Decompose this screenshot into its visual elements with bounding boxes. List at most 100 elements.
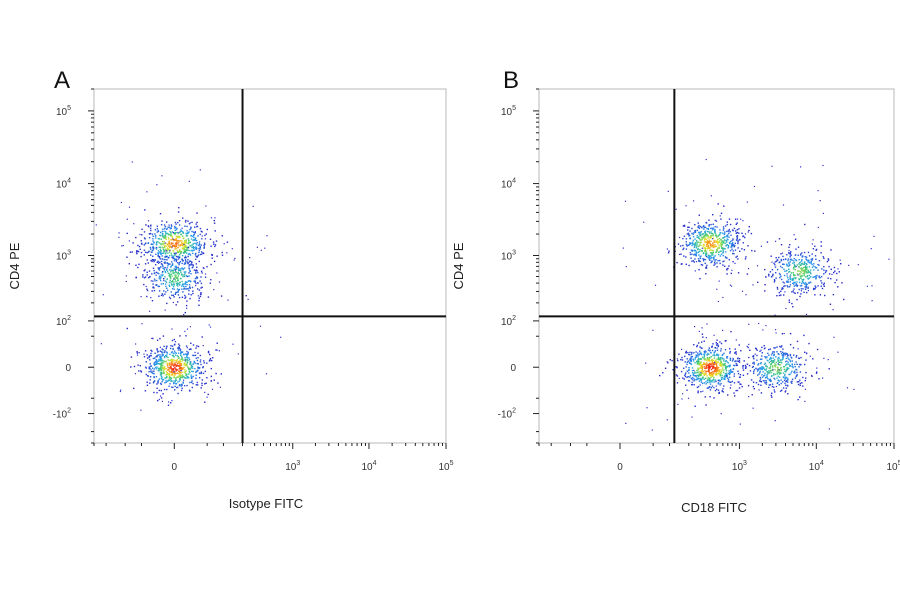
event-dot [720, 360, 722, 362]
event-dot [718, 369, 720, 371]
event-dot [143, 356, 146, 358]
event-dot [184, 256, 186, 259]
event-dot [714, 219, 716, 221]
event-dot [191, 230, 193, 233]
event-dot [791, 360, 793, 362]
event-dot [760, 245, 762, 247]
event-dot [703, 340, 705, 342]
event-dot [731, 244, 734, 247]
event-dot [181, 242, 183, 244]
event-dot [170, 234, 172, 236]
event-dot [171, 246, 173, 248]
event-dot [183, 364, 185, 366]
event-dot [786, 379, 789, 381]
event-dot [705, 365, 708, 368]
event-dot [694, 326, 696, 328]
event-dot [767, 371, 769, 374]
event-dot [793, 285, 796, 287]
event-dot [185, 365, 187, 367]
event-dot [160, 263, 162, 265]
event-dot [173, 278, 175, 280]
event-dot [697, 247, 699, 250]
event-dot [820, 280, 822, 282]
event-dot [152, 245, 154, 248]
event-dot [177, 262, 179, 264]
event-dot [699, 352, 701, 354]
event-dot [724, 265, 726, 267]
event-dot [175, 359, 178, 362]
event-dot [703, 373, 705, 375]
event-dot [184, 353, 187, 355]
event-dot [723, 363, 725, 365]
y-tick-label: 0 [65, 363, 71, 374]
event-dot [713, 353, 715, 355]
event-dot [761, 366, 763, 368]
event-dot [792, 278, 794, 280]
event-dot [181, 245, 184, 247]
event-dot [805, 270, 807, 272]
event-dot [706, 364, 708, 367]
event-dot [180, 377, 182, 379]
event-dot [778, 380, 780, 382]
event-dot [784, 354, 786, 356]
event-dot [792, 365, 794, 367]
event-dot [703, 226, 706, 229]
event-dot [724, 251, 727, 253]
event-dot [805, 377, 807, 379]
event-dot [733, 227, 736, 230]
event-dot [190, 264, 192, 266]
event-dot [700, 365, 703, 367]
event-dot [723, 227, 725, 230]
event-dot [703, 382, 705, 384]
event-dot [163, 258, 165, 261]
event-dot [709, 363, 712, 365]
event-dot [199, 367, 201, 369]
event-dot [198, 297, 200, 299]
event-dot [709, 389, 712, 391]
event-dot [199, 246, 201, 248]
event-dot [143, 231, 146, 233]
event-dot [778, 361, 780, 363]
event-dot [192, 370, 194, 373]
event-dot [789, 284, 792, 286]
event-dot [702, 376, 704, 378]
event-dot [164, 225, 167, 228]
event-dot [182, 275, 184, 278]
event-dot [175, 352, 177, 354]
event-dot [773, 279, 776, 281]
event-dot [775, 361, 777, 364]
event-dot [168, 226, 171, 228]
event-dot [182, 255, 184, 257]
event-dot [768, 348, 770, 351]
event-dot [804, 266, 806, 268]
event-dot [773, 281, 776, 283]
event-dot [189, 253, 191, 255]
event-dot [719, 384, 721, 386]
event-dot [721, 354, 723, 357]
event-dot [175, 228, 178, 231]
event-dot [701, 264, 704, 266]
event-dot [765, 368, 768, 370]
event-dot [759, 380, 762, 382]
event-dot [712, 256, 714, 259]
event-dot [198, 377, 201, 379]
event-dot [158, 242, 161, 244]
event-dot [160, 373, 163, 375]
event-dot [715, 381, 717, 383]
event-dot [153, 272, 155, 275]
event-dot [719, 242, 722, 245]
event-dot [791, 302, 793, 305]
event-dot [203, 242, 206, 244]
event-dot [146, 357, 149, 359]
event-dot [770, 394, 772, 397]
event-dot [175, 271, 178, 274]
event-dot [698, 363, 700, 366]
event-dot [780, 290, 782, 292]
event-dot [172, 286, 175, 288]
event-dot [151, 372, 154, 374]
event-dot [704, 372, 706, 374]
event-dot [210, 367, 212, 370]
event-dot [697, 360, 699, 362]
event-dot [163, 360, 166, 362]
event-dot [170, 361, 172, 364]
